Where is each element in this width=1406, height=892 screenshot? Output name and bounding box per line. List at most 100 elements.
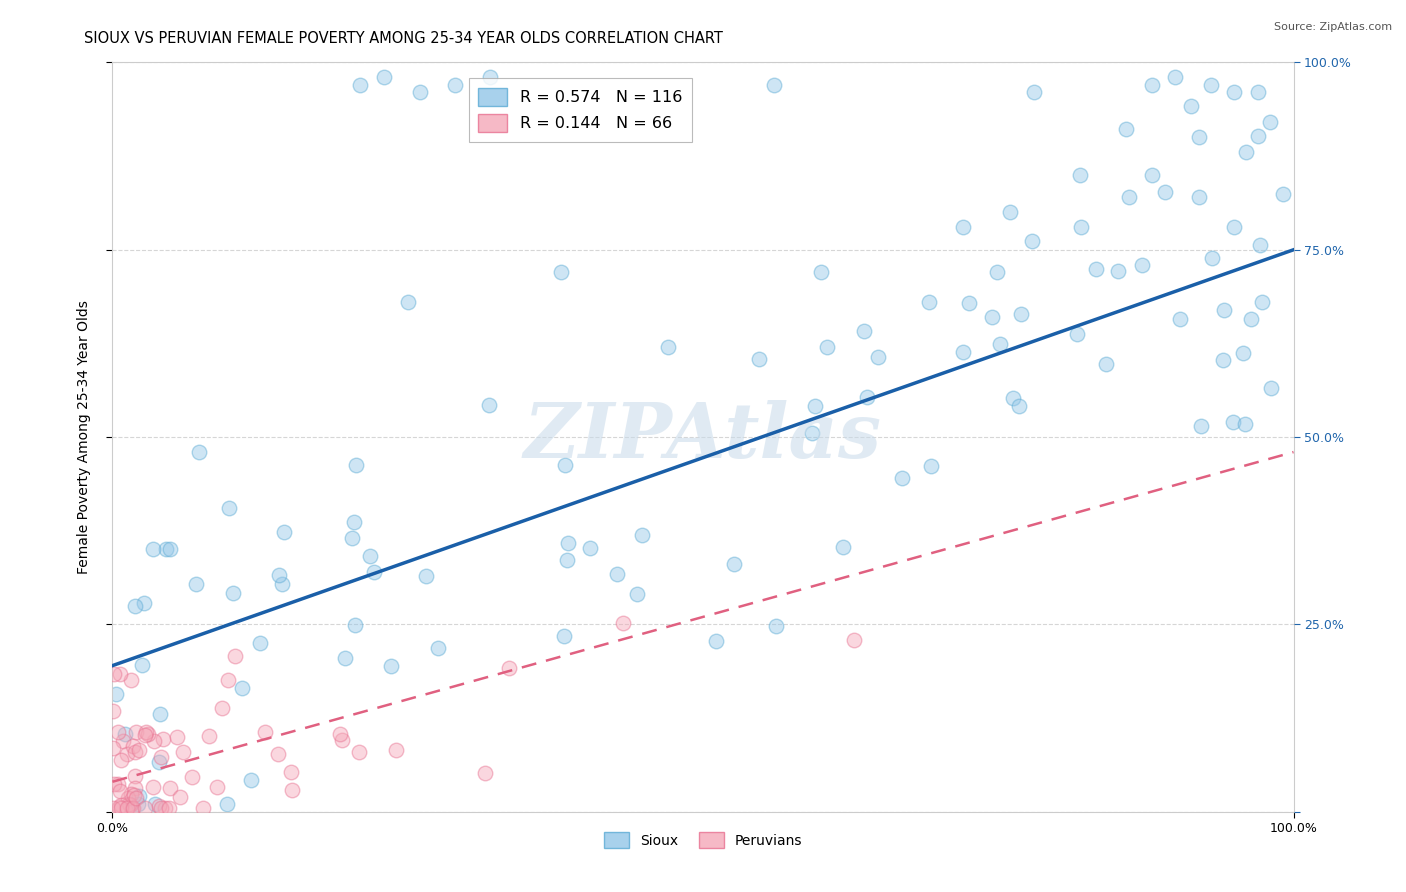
Point — [205, 780, 228, 794]
Point — [856, 391, 879, 405]
Point — [134, 801, 156, 815]
Point — [853, 324, 876, 338]
Point — [135, 725, 157, 739]
Point — [281, 783, 304, 797]
Point — [117, 801, 139, 815]
Point — [117, 790, 139, 805]
Point — [1180, 99, 1202, 113]
Point — [273, 525, 295, 540]
Point — [557, 536, 579, 550]
Point — [344, 618, 367, 632]
Point — [118, 797, 141, 812]
Point — [159, 781, 181, 796]
Point — [803, 399, 825, 413]
Point — [550, 265, 572, 279]
Point — [134, 728, 156, 742]
Point — [127, 797, 149, 812]
Point — [231, 681, 253, 695]
Point — [105, 688, 128, 702]
Point — [396, 295, 419, 310]
Point — [131, 657, 153, 672]
Point — [1260, 381, 1282, 395]
Point — [373, 70, 395, 85]
Point — [408, 86, 430, 100]
Point — [152, 732, 174, 747]
Point — [765, 619, 787, 633]
Point — [148, 799, 170, 814]
Point — [832, 541, 855, 555]
Point — [444, 78, 467, 92]
Point — [153, 801, 176, 815]
Point — [1240, 312, 1263, 326]
Point — [1246, 128, 1268, 143]
Point — [1094, 357, 1116, 371]
Point — [1070, 220, 1092, 235]
Text: ZIPAtlas: ZIPAtlas — [524, 401, 882, 474]
Point — [1249, 238, 1271, 252]
Point — [1188, 190, 1211, 204]
Point — [121, 801, 143, 815]
Point — [347, 745, 370, 759]
Point — [553, 629, 575, 643]
Point — [142, 780, 165, 794]
Point — [191, 801, 214, 815]
Point — [143, 797, 166, 812]
Point — [1140, 78, 1163, 92]
Point — [380, 659, 402, 673]
Point — [149, 706, 172, 721]
Point — [498, 661, 520, 675]
Point — [842, 633, 865, 648]
Point — [181, 770, 204, 784]
Point — [704, 634, 727, 648]
Point — [1115, 121, 1137, 136]
Point — [1010, 307, 1032, 321]
Point — [107, 777, 129, 791]
Point — [121, 739, 143, 754]
Point — [815, 340, 838, 354]
Point — [478, 398, 501, 412]
Point — [748, 351, 770, 366]
Point — [187, 445, 209, 459]
Point — [349, 78, 371, 92]
Point — [1201, 251, 1223, 265]
Point — [172, 745, 194, 759]
Point — [125, 725, 148, 739]
Point — [385, 743, 408, 757]
Point — [267, 568, 290, 582]
Point — [1022, 86, 1045, 100]
Point — [1188, 130, 1211, 145]
Point — [1168, 311, 1191, 326]
Point — [1118, 190, 1140, 204]
Point — [1272, 187, 1295, 202]
Point — [224, 648, 246, 663]
Point — [115, 747, 138, 761]
Point — [1001, 391, 1024, 405]
Point — [1199, 78, 1222, 92]
Point — [981, 310, 1004, 324]
Point — [957, 296, 980, 310]
Point — [606, 567, 628, 582]
Point — [1154, 185, 1177, 199]
Point — [155, 542, 177, 557]
Point — [1212, 353, 1234, 368]
Point — [920, 459, 942, 474]
Point — [117, 797, 139, 811]
Point — [335, 651, 357, 665]
Point — [762, 78, 785, 92]
Point — [474, 766, 496, 780]
Point — [1232, 345, 1254, 359]
Point — [343, 515, 366, 529]
Point — [120, 673, 142, 687]
Point — [868, 350, 890, 364]
Text: SIOUX VS PERUVIAN FEMALE POVERTY AMONG 25-34 YEAR OLDS CORRELATION CHART: SIOUX VS PERUVIAN FEMALE POVERTY AMONG 2… — [84, 31, 723, 46]
Point — [1069, 168, 1091, 182]
Point — [1107, 264, 1129, 278]
Point — [1007, 399, 1029, 413]
Point — [110, 754, 132, 768]
Point — [1258, 115, 1281, 129]
Point — [150, 801, 173, 815]
Point — [1140, 168, 1163, 182]
Point — [612, 615, 634, 630]
Point — [988, 336, 1011, 351]
Point — [128, 789, 150, 804]
